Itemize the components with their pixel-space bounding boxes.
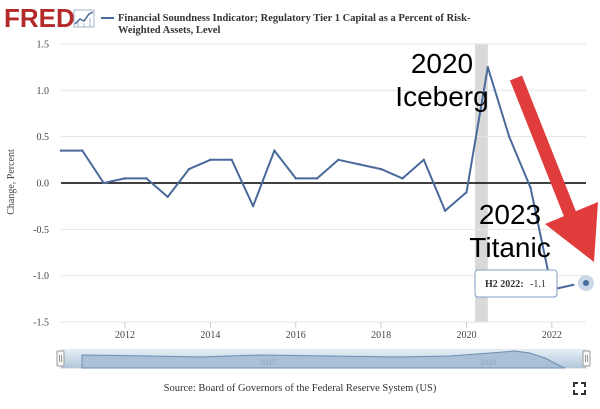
- x-tick-marks: [124, 322, 553, 328]
- legend-label-line2: Weighted Assets, Level: [118, 25, 220, 36]
- y-tick-label: 1.0: [37, 86, 50, 97]
- series-point: [123, 177, 127, 180]
- series-point: [379, 167, 383, 171]
- y-tick-label: -1.0: [33, 271, 49, 282]
- navigator-handle-left[interactable]: [56, 350, 65, 367]
- x-tick-label: 2016: [286, 330, 306, 341]
- x-tick-label: 2012: [115, 330, 135, 341]
- x-tick-label: 2020: [456, 330, 476, 341]
- x-tick-label: 2014: [200, 330, 220, 341]
- series-point: [358, 163, 361, 166]
- y-tick-label: -1.5: [33, 318, 49, 329]
- series-point: [401, 177, 404, 180]
- navigator-mini-series: [81, 350, 566, 369]
- series-point: [315, 177, 319, 180]
- y-tick-label: 0.5: [37, 132, 50, 143]
- series-point: [166, 195, 169, 199]
- legend-label-line1: Financial Soundness Indicator; Regulator…: [118, 13, 471, 24]
- source-text: Source: Board of Governors of the Federa…: [164, 383, 437, 394]
- series-point: [187, 167, 191, 171]
- tooltip-value: -1.1: [530, 279, 546, 290]
- series-point: [571, 283, 575, 287]
- annotation-iceberg-word: Iceberg: [395, 81, 488, 112]
- tooltip-label: H2 2022:: [485, 279, 524, 290]
- fred-logo-chart-icon: [73, 9, 95, 28]
- hover-marker: [578, 275, 594, 291]
- series-point: [81, 149, 84, 152]
- annotation-titanic-word: Titanic: [469, 232, 550, 263]
- red-arrow: [509, 75, 598, 262]
- y-tick-labels: 1.5 1.0 0.5 0.0 -0.5 -1.0 -1.5: [33, 40, 49, 329]
- y-tick-label: -0.5: [33, 225, 49, 236]
- x-tick-label: 2022: [542, 330, 562, 341]
- series-point: [465, 191, 468, 194]
- annotation-iceberg-year: 2020: [411, 48, 473, 79]
- fred-logo-text: FRED: [4, 3, 75, 33]
- tooltip: H2 2022: -1.1: [474, 269, 558, 298]
- series-point: [209, 158, 212, 162]
- y-axis-label: Change, Percent: [6, 149, 17, 215]
- series-points: [59, 65, 575, 291]
- fred-logo[interactable]: FRED: [4, 3, 95, 33]
- series-point: [529, 186, 532, 189]
- series-point: [507, 135, 511, 138]
- series-point: [230, 158, 233, 162]
- series-point: [486, 65, 490, 69]
- series-point: [102, 181, 105, 185]
- fullscreen-icon[interactable]: [573, 382, 586, 395]
- series-point: [422, 158, 426, 162]
- navigator[interactable]: 2015 2020: [56, 349, 591, 369]
- series-point: [145, 177, 148, 180]
- series-point: [59, 149, 63, 152]
- navigator-label-2020: 2020: [480, 358, 496, 367]
- legend: Financial Soundness Indicator; Regulator…: [101, 13, 471, 36]
- annotation-titanic-year: 2023: [479, 199, 541, 230]
- x-tick-label: 2018: [371, 330, 391, 341]
- navigator-label-2015: 2015: [260, 358, 276, 367]
- navigator-handle-right[interactable]: [582, 350, 591, 367]
- series-point: [443, 209, 447, 212]
- series-point: [273, 149, 276, 152]
- y-tick-label: 1.5: [37, 40, 50, 51]
- y-tick-label: 0.0: [37, 179, 50, 190]
- series-point: [337, 158, 340, 162]
- x-tick-labels: 2012 2014 2016 2018 2020 2022: [115, 330, 562, 341]
- series-point: [251, 204, 255, 208]
- series-point: [294, 177, 297, 180]
